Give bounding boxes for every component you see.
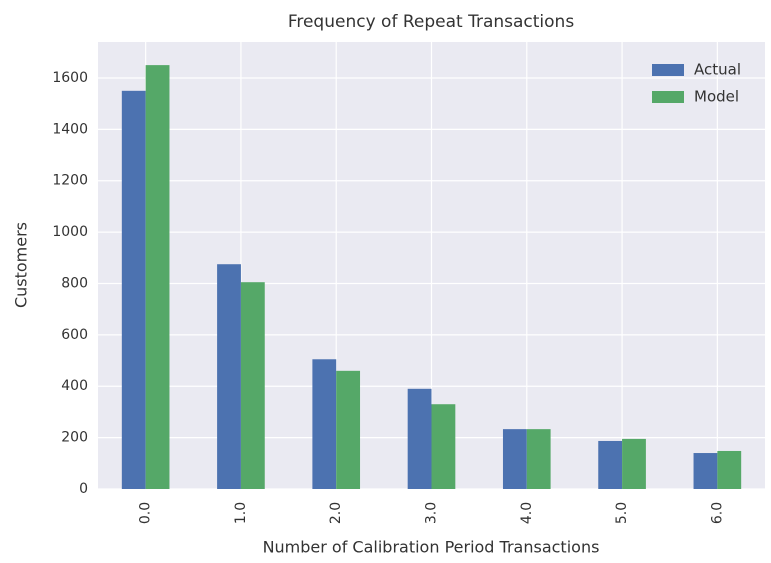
bar [217,264,241,489]
y-tick-label: 1600 [52,70,88,86]
x-axis-label: Number of Calibration Period Transaction… [263,538,600,557]
y-tick-label: 200 [61,430,88,446]
bar [407,388,432,489]
y-tick-label: 0 [79,481,88,497]
bar [526,429,551,489]
x-tick-label: 0.0 [138,502,154,524]
legend: Actual Model [652,61,741,106]
bar [502,429,527,489]
bar [145,65,170,489]
y-tick-label: 1200 [52,173,88,189]
chart-title: Frequency of Repeat Transactions [288,12,575,32]
legend-label: Actual [694,61,741,79]
bar [121,90,146,489]
y-axis-label: Customers [12,222,31,308]
x-tick-label: 4.0 [519,502,535,524]
y-tick-label: 400 [61,378,88,394]
bar [240,282,265,489]
bar [336,370,361,489]
legend-swatch [652,64,684,76]
bar [312,359,337,489]
legend-swatch [652,91,684,103]
x-tick-label: 5.0 [614,502,630,524]
bar [622,438,646,489]
bar [431,404,456,489]
y-tick-label: 1000 [52,224,88,240]
y-tick-label: 600 [61,327,88,343]
bars [121,65,742,489]
x-tick-label: 2.0 [328,502,344,524]
bar [693,453,718,489]
y-tick-label: 1400 [52,121,88,137]
x-tick-label: 3.0 [424,502,440,524]
x-tick-label: 1.0 [233,502,249,524]
bar [598,440,623,489]
bar [717,450,742,489]
y-tick-label: 800 [61,275,88,291]
x-tick-label: 6.0 [709,502,725,524]
legend-label: Model [694,88,739,106]
